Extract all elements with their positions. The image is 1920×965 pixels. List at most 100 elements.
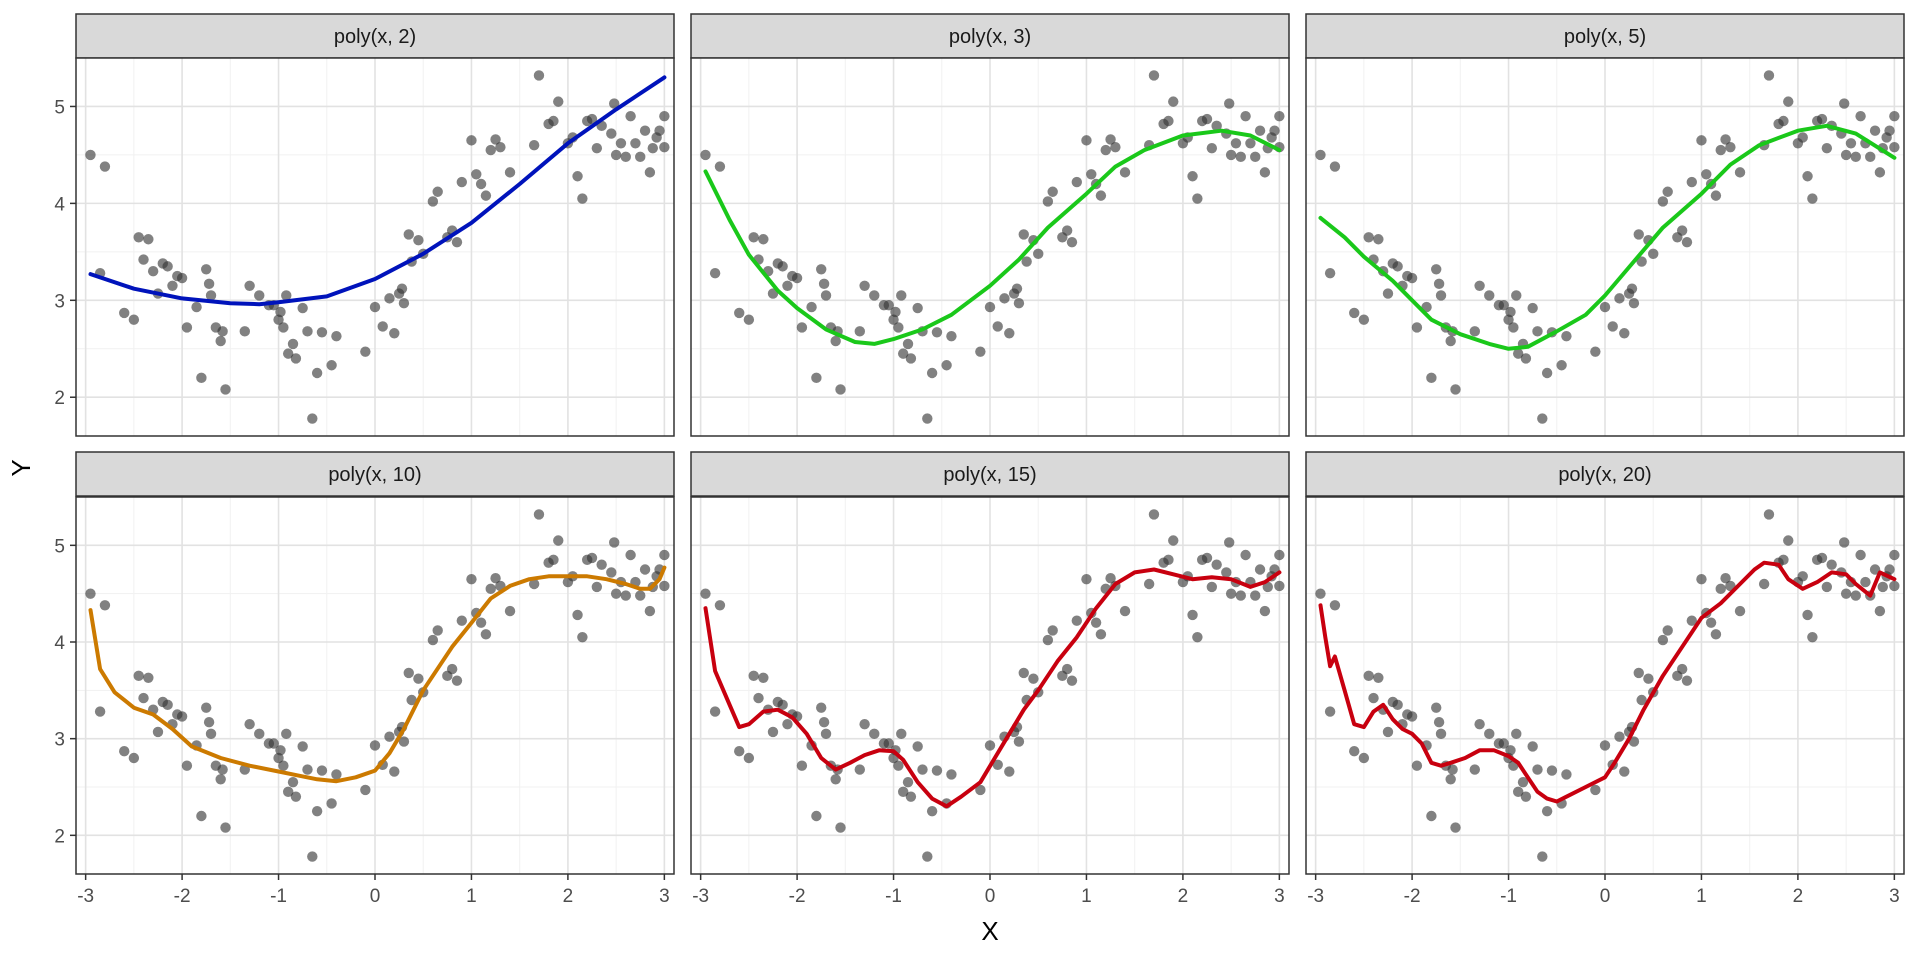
x-tick-label: 3: [1274, 886, 1285, 907]
scatter-point: [700, 149, 711, 161]
scatter-point: [162, 699, 173, 711]
scatter-point: [941, 360, 952, 371]
scatter-point: [311, 805, 323, 817]
scatter-point: [1484, 290, 1495, 301]
scatter-point: [1411, 322, 1423, 333]
scatter-point: [1033, 248, 1044, 259]
scatter-point: [1061, 663, 1073, 675]
scatter-point: [777, 261, 788, 272]
scatter-point: [893, 322, 904, 333]
scatter-point: [389, 766, 400, 777]
scatter-point: [992, 759, 1003, 770]
scatter-point: [1042, 196, 1054, 207]
scatter-point: [138, 254, 149, 265]
scatter-point: [1373, 234, 1384, 245]
scatter-point: [203, 278, 215, 290]
scatter-point: [620, 590, 631, 601]
scatter-point: [196, 810, 207, 822]
scatter-point: [1274, 580, 1285, 592]
scatter-point: [1532, 326, 1543, 337]
scatter-point: [820, 728, 832, 740]
scatter-point: [912, 302, 923, 314]
scatter-point: [975, 784, 986, 796]
scatter-point: [1435, 290, 1447, 301]
scatter-point: [975, 346, 986, 357]
scatter-point: [743, 752, 755, 764]
scatter-point: [1619, 328, 1630, 339]
scatter-point: [1105, 134, 1116, 145]
scatter-point: [1855, 110, 1866, 122]
facet-strip-label: poly(x, 15): [943, 464, 1036, 486]
x-tick-label: -3: [1307, 886, 1324, 907]
scatter-point: [1081, 135, 1092, 146]
x-tick-label: -1: [1500, 886, 1517, 907]
scatter-point: [1192, 631, 1203, 643]
scatter-point: [413, 235, 424, 246]
scatter-point: [1681, 236, 1693, 248]
scatter-point: [591, 142, 603, 154]
scatter-point: [1426, 810, 1437, 822]
scatter-point: [533, 70, 545, 81]
scatter-point: [290, 791, 302, 802]
scatter-point: [1315, 588, 1326, 599]
y-tick-label: 5: [54, 97, 65, 118]
scatter-point: [1512, 348, 1524, 359]
scatter-point: [278, 322, 289, 333]
scatter-point: [1511, 290, 1522, 301]
scatter-point: [1250, 151, 1261, 163]
scatter-point: [220, 384, 231, 395]
scatter-point: [1850, 590, 1861, 601]
scatter-point: [1349, 746, 1360, 757]
scatter-point: [1556, 360, 1567, 371]
scatter-point: [1163, 115, 1174, 127]
scatter-point: [1874, 167, 1886, 178]
scatter-point: [1119, 167, 1131, 178]
scatter-point: [635, 151, 646, 163]
scatter-point: [413, 673, 424, 684]
scatter-point: [268, 738, 279, 749]
scatter-point: [1028, 673, 1039, 684]
scatter-point: [1561, 330, 1572, 342]
scatter-point: [451, 675, 463, 686]
scatter-point: [1433, 278, 1445, 290]
scatter-point: [1382, 726, 1394, 738]
scatter-point: [1445, 774, 1456, 785]
scatter-point: [143, 672, 154, 683]
scatter-point: [94, 706, 106, 717]
scatter-point: [475, 617, 487, 628]
scatter-point: [999, 293, 1010, 304]
scatter-point: [1715, 144, 1726, 156]
scatter-point: [1889, 110, 1900, 122]
scatter-point: [1681, 675, 1693, 686]
scatter-point: [1259, 605, 1271, 617]
fit-curve: [1318, 560, 1897, 804]
scatter-point: [490, 573, 501, 584]
scatter-point: [384, 731, 395, 742]
x-tick-label: 3: [1889, 886, 1900, 907]
fit-curve: [1318, 123, 1897, 351]
scatter-point: [1358, 314, 1370, 325]
scatter-point: [403, 667, 414, 679]
scatter-point: [475, 178, 487, 190]
scatter-point: [1221, 567, 1232, 578]
scatter-point: [1720, 134, 1731, 145]
scatter-point: [1840, 149, 1852, 161]
scatter-point: [818, 717, 830, 728]
scatter-point: [625, 110, 636, 122]
scatter-point: [1274, 110, 1285, 122]
scatter-point: [1508, 322, 1519, 333]
scatter-point: [922, 413, 933, 424]
scatter-point: [1821, 142, 1833, 154]
scatter-point: [820, 290, 832, 301]
scatter-point: [217, 764, 228, 775]
scatter-point: [1889, 141, 1900, 153]
scatter-point: [1066, 236, 1078, 248]
scatter-point: [654, 125, 665, 136]
facet-strip-label: poly(x, 5): [1564, 26, 1646, 48]
scatter-point: [138, 692, 149, 704]
scatter-point: [897, 786, 909, 798]
facet-panel: poly(x, 15): [690, 451, 1290, 875]
scatter-point: [282, 786, 294, 798]
scatter-point: [1192, 193, 1203, 204]
